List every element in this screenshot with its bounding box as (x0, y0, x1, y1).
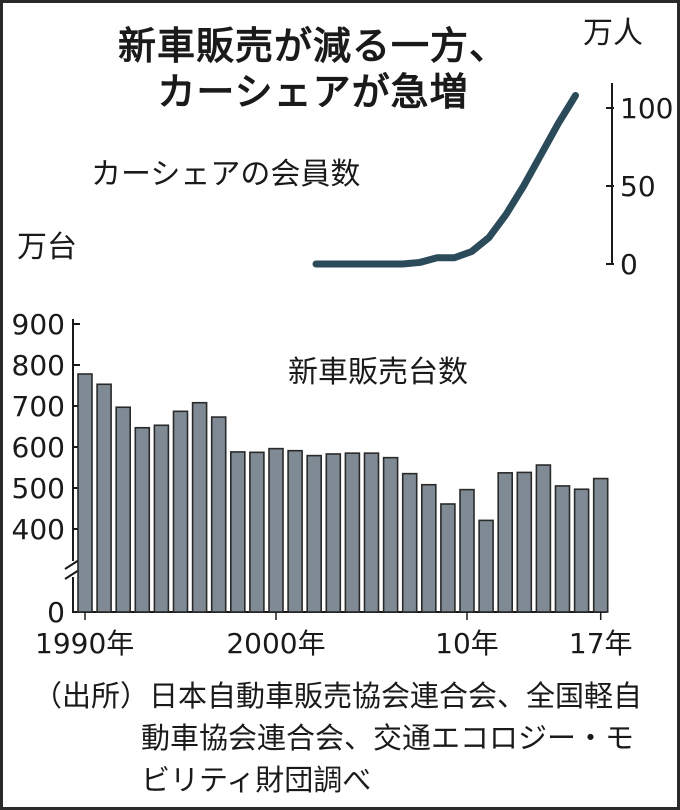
sales-x-tick-label: 1990年 (35, 627, 134, 660)
sales-y-tick-label: 900 (12, 308, 65, 341)
sales-y-tick-label: 400 (12, 513, 65, 546)
sales-unit-label: 万台 (17, 230, 77, 265)
axis-break-mark (64, 569, 80, 580)
axis-break-mark (64, 559, 80, 570)
sales-y-tick-label: 0 (47, 596, 65, 629)
sales-x-tick-label: 10年 (435, 627, 499, 660)
chart-title-line1: 新車販売が減る一方、 (117, 24, 508, 68)
sales-bar (478, 519, 494, 613)
carshare-y-tick-label: 0 (620, 248, 638, 281)
sales-bar (401, 472, 418, 613)
carshare-y-tick-label: 100 (620, 92, 673, 125)
sales-bar (325, 453, 342, 613)
carshare-unit-label: 万人 (583, 16, 643, 51)
source-note: （出所）日本自動車販売協会連合会、全国軽自動車協会連合会、交通エコロジー・モビリ… (33, 675, 653, 801)
sales-bar (440, 503, 456, 613)
sales-y-tick-label: 800 (12, 349, 65, 382)
sales-bar (363, 452, 380, 613)
sales-series-label: 新車販売台数 (288, 355, 468, 390)
sales-bar (77, 373, 93, 613)
carshare-y-tick-label: 50 (620, 170, 656, 203)
sales-bar (554, 485, 571, 613)
sales-bar (344, 452, 361, 613)
sales-bar (497, 472, 514, 613)
sales-bar (573, 488, 590, 613)
sales-y-tick-label: 500 (12, 472, 65, 505)
sales-bar (382, 456, 399, 613)
sales-bar (459, 488, 475, 613)
carshare-series-line (312, 92, 579, 268)
sales-bar (172, 410, 189, 613)
sales-bar (516, 471, 533, 613)
sales-bar (134, 426, 151, 613)
sales-x-tick-label: 2000年 (226, 627, 325, 660)
carshare-series-label: カーシェアの会員数 (91, 157, 361, 192)
sales-bar (153, 424, 170, 613)
sales-bar (268, 447, 284, 613)
sales-y-tick-label: 700 (12, 390, 65, 423)
sales-bar (96, 383, 112, 613)
chart-canvas: 0 400 500 600 700 800 900 1990年 2000年 10年 17年 0 50 10… (12, 83, 673, 660)
sales-bar (249, 451, 265, 613)
sales-bar (191, 401, 208, 613)
sales-bar (592, 477, 609, 613)
chart-title-line2: カーシェアが急増 (157, 70, 469, 114)
sales-x-tick-label: 17年 (569, 627, 633, 660)
sales-bar (535, 464, 552, 613)
sales-bar (230, 451, 246, 613)
sales-bar (210, 416, 227, 613)
sales-bar (287, 449, 303, 613)
sales-bar (115, 406, 131, 613)
sales-bar (420, 483, 437, 613)
sales-bar (306, 454, 323, 613)
sales-y-tick-label: 600 (12, 431, 65, 464)
source-text: （出所）日本自動車販売協会連合会、全国軽自動車協会連合会、交通エコロジー・モビリ… (33, 679, 643, 797)
